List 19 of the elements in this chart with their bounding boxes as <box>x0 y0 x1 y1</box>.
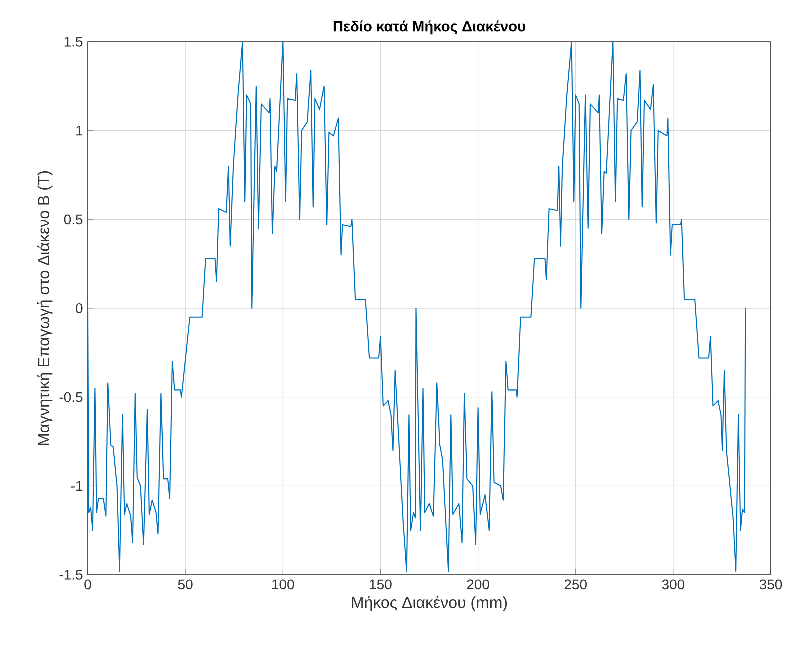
y-tick-label: 1.5 <box>64 37 83 47</box>
x-tick-label: 0 <box>84 580 92 590</box>
x-tick-label: 50 <box>178 580 193 590</box>
x-tick-label: 250 <box>564 580 587 590</box>
y-tick-label: 1 <box>76 126 83 136</box>
y-tick-label: 0 <box>76 304 83 314</box>
x-axis-title: Μήκος Διακένου (mm) <box>352 596 508 612</box>
x-tick-label: 200 <box>467 580 490 590</box>
y-tick-label: -1.5 <box>60 570 83 580</box>
x-tick-label: 150 <box>370 580 392 590</box>
x-tick-label: 100 <box>272 580 294 590</box>
x-tick-label: 350 <box>760 580 782 590</box>
y-tick-label: -0.5 <box>60 392 83 402</box>
line-series <box>88 42 746 572</box>
x-tick-label: 300 <box>662 580 685 590</box>
y-tick-label: 0.5 <box>64 214 83 225</box>
chart-title: Πεδίο κατά Μήκος Διακένου <box>334 20 526 35</box>
y-axis-title: Μαγνητική Επαγωγή στο Διάκενο B (T) <box>37 171 53 446</box>
y-tick-label: -1 <box>71 481 83 491</box>
